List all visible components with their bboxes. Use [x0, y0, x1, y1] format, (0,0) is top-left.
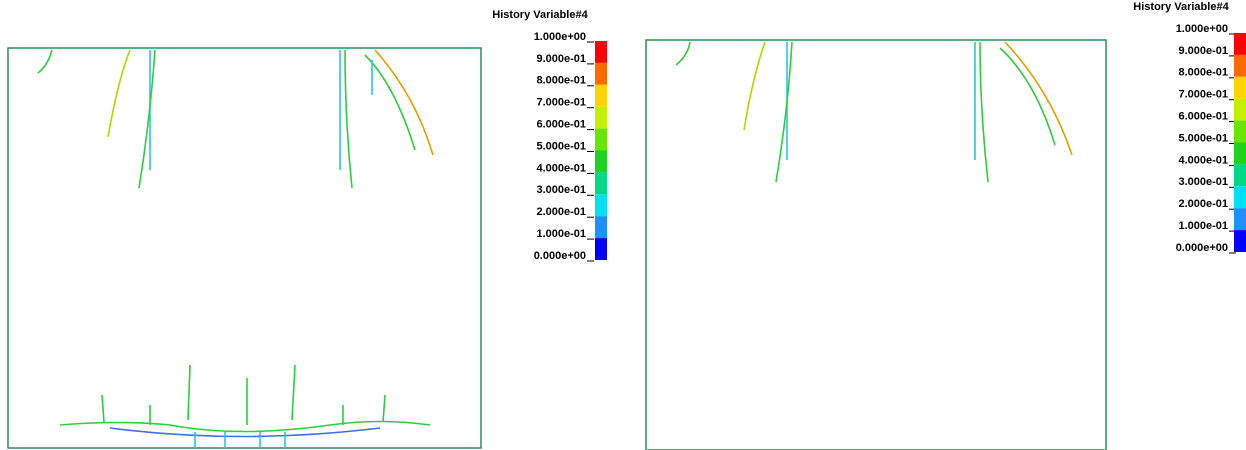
legend-label: 4.000e-01: [536, 162, 586, 174]
color-band: [1234, 76, 1246, 99]
crack: [109, 427, 381, 438]
legend-label: 3.000e-01: [1178, 176, 1228, 188]
legend-label: 5.000e-01: [536, 140, 586, 152]
legend-label: 8.000e-01: [536, 75, 586, 87]
color-band: [1234, 142, 1246, 165]
legend-label: 9.000e-01: [536, 53, 586, 65]
legend-label: 7.000e-01: [536, 97, 586, 109]
legend-label: 6.000e-01: [1178, 111, 1228, 123]
legend-label: 2.000e-01: [536, 206, 586, 218]
legend-label: 1.000e+00: [1176, 23, 1228, 35]
legend-label: 2.000e-01: [1178, 198, 1228, 210]
color-band: [595, 84, 607, 107]
model-outline: [645, 39, 1107, 450]
crack: [743, 41, 766, 131]
legend-label: 0.000e+00: [1176, 242, 1228, 254]
crack: [999, 47, 1056, 146]
crack: [101, 364, 386, 425]
color-band: [595, 172, 607, 195]
color-band: [1234, 33, 1246, 55]
crack: [194, 432, 286, 448]
color-band: [1234, 186, 1246, 209]
legend-label: 6.000e-01: [536, 119, 586, 131]
legend-title: History Variable#4: [1133, 1, 1229, 13]
crack: [138, 49, 156, 189]
legend-label: 7.000e-01: [1178, 89, 1228, 101]
color-band: [595, 150, 607, 173]
color-band: [595, 128, 607, 151]
legend-label: 1.000e+00: [534, 31, 586, 43]
crack: [1004, 41, 1073, 156]
right-model: [645, 39, 1107, 450]
color-band: [1234, 120, 1246, 143]
color-band: [595, 41, 607, 63]
color-band: [595, 62, 607, 85]
crack: [59, 420, 431, 433]
legend-label: 9.000e-01: [1178, 45, 1228, 57]
crack: [107, 49, 131, 138]
color-band: [595, 194, 607, 217]
color-band: [595, 106, 607, 129]
legend-label: 1.000e-01: [536, 228, 586, 240]
legend-label: 3.000e-01: [536, 184, 586, 196]
color-band: [1234, 230, 1246, 252]
color-band: [1234, 98, 1246, 121]
model-outline: [7, 47, 482, 449]
left-model: [7, 47, 482, 449]
legend-label: 4.000e-01: [1178, 154, 1228, 166]
crack: [374, 49, 434, 156]
crack: [344, 49, 353, 189]
color-band: [595, 238, 607, 260]
legend-title: History Variable#4: [492, 9, 588, 21]
color-band: [1234, 54, 1246, 77]
color-band: [1234, 208, 1246, 231]
legend-label: 5.000e-01: [1178, 132, 1228, 144]
crack: [775, 41, 793, 183]
legend-label: 0.000e+00: [534, 250, 586, 262]
legend-label: 8.000e-01: [1178, 67, 1228, 79]
legend-label: 1.000e-01: [1178, 220, 1228, 232]
crack: [979, 41, 989, 183]
color-band: [595, 216, 607, 239]
crack: [37, 49, 53, 74]
crack: [675, 41, 691, 66]
color-band: [1234, 164, 1246, 187]
